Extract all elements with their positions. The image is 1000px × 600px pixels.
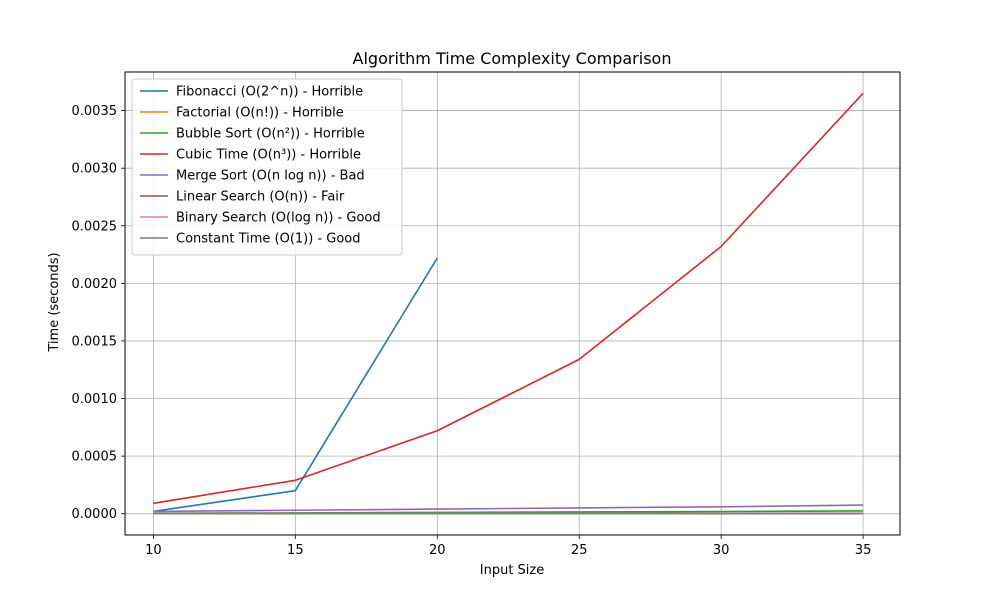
y-tick-label: 0.0025 <box>72 219 118 234</box>
x-tick-label: 30 <box>713 543 730 558</box>
series-line-0 <box>153 257 438 513</box>
y-tick-label: 0.0030 <box>72 162 118 177</box>
legend-entry: Linear Search (O(n)) - Fair <box>176 190 345 205</box>
chart-title: Algorithm Time Complexity Comparison <box>353 49 672 68</box>
y-axis-label: Time (seconds) <box>47 252 62 352</box>
legend-entry: Constant Time (O(1)) - Good <box>176 232 361 247</box>
y-tick-label: 0.0020 <box>72 277 118 292</box>
series-line-4 <box>153 504 864 513</box>
plot-frame <box>124 71 901 536</box>
y-tick-label: 0.0010 <box>72 392 118 407</box>
legend-entry: Factorial (O(n!)) - Horrible <box>176 106 344 121</box>
x-tick-label: 25 <box>571 543 588 558</box>
y-tick-label: 0.0035 <box>72 104 118 119</box>
grid <box>125 72 900 535</box>
series-line-3 <box>153 92 864 505</box>
y-tick-label: 0.0005 <box>72 450 118 465</box>
legend: Fibonacci (O(2^n)) - Horrible Factorial (… <box>131 78 403 256</box>
x-tick-label: 10 <box>145 543 162 558</box>
series-layer <box>153 92 864 515</box>
x-axis-label: Input Size <box>480 563 544 578</box>
legend-entry: Bubble Sort (O(n²)) - Horrible <box>176 127 365 142</box>
y-axis-ticks: 0.0000 0.0005 0.0010 0.0015 0.0020 0.0025 0.00… <box>72 104 125 522</box>
legend-entry: Binary Search (O(log n)) - Good <box>176 211 381 226</box>
legend-entry: Cubic Time (O(n³)) - Horrible <box>176 148 361 163</box>
x-tick-label: 35 <box>855 543 872 558</box>
x-tick-label: 20 <box>429 543 446 558</box>
x-axis-ticks: 10 15 20 25 30 35 <box>145 535 871 558</box>
legend-box <box>131 78 403 256</box>
legend-entry: Fibonacci (O(2^n)) - Horrible <box>176 85 363 100</box>
x-tick-label: 15 <box>287 543 304 558</box>
y-tick-label: 0.0015 <box>72 334 118 349</box>
legend-entry: Merge Sort (O(n log n)) - Bad <box>176 169 365 184</box>
y-tick-label: 0.0000 <box>72 507 118 522</box>
